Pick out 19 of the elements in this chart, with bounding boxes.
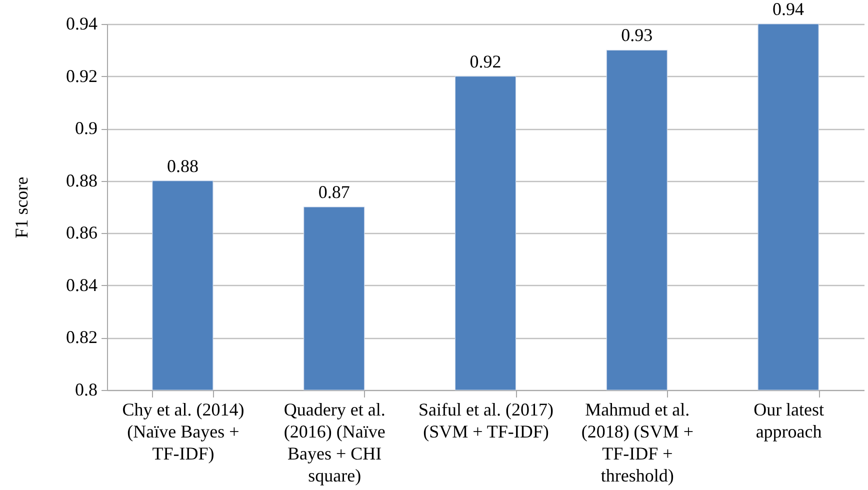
y-tick-label: 0.8 xyxy=(75,380,98,400)
data-label: 0.92 xyxy=(470,51,502,72)
y-tick-label: 0.9 xyxy=(75,118,98,138)
data-label: 0.88 xyxy=(166,156,198,176)
y-tick-label: 0.88 xyxy=(66,170,98,190)
y-tick-label: 0.84 xyxy=(66,274,98,295)
x-tick-label: Chy et al. (2014) (Naïve Bayes + TF-IDF) xyxy=(122,400,244,464)
data-label: 0.87 xyxy=(318,182,350,202)
x-tick-label: Quadery et al. (2016) (Naïve Bayes + CHI square) xyxy=(284,400,386,486)
x-tick-label: Our latest approach xyxy=(754,400,824,442)
y-axis-title: F1 score xyxy=(12,176,32,238)
data-label: 0.94 xyxy=(772,0,804,19)
x-tick-label: Saiful et al. (2017) (SVM + TF-IDF) xyxy=(418,400,554,442)
y-tick-label: 0.86 xyxy=(66,222,98,243)
y-tick-label: 0.82 xyxy=(66,327,98,348)
y-tick-label: 0.94 xyxy=(66,14,98,34)
y-tick-label: 0.92 xyxy=(66,66,98,86)
x-tick-label: Mahmud et al. (2018) (SVM + TF-IDF + threshold) xyxy=(581,400,694,486)
data-label: 0.93 xyxy=(621,25,653,46)
